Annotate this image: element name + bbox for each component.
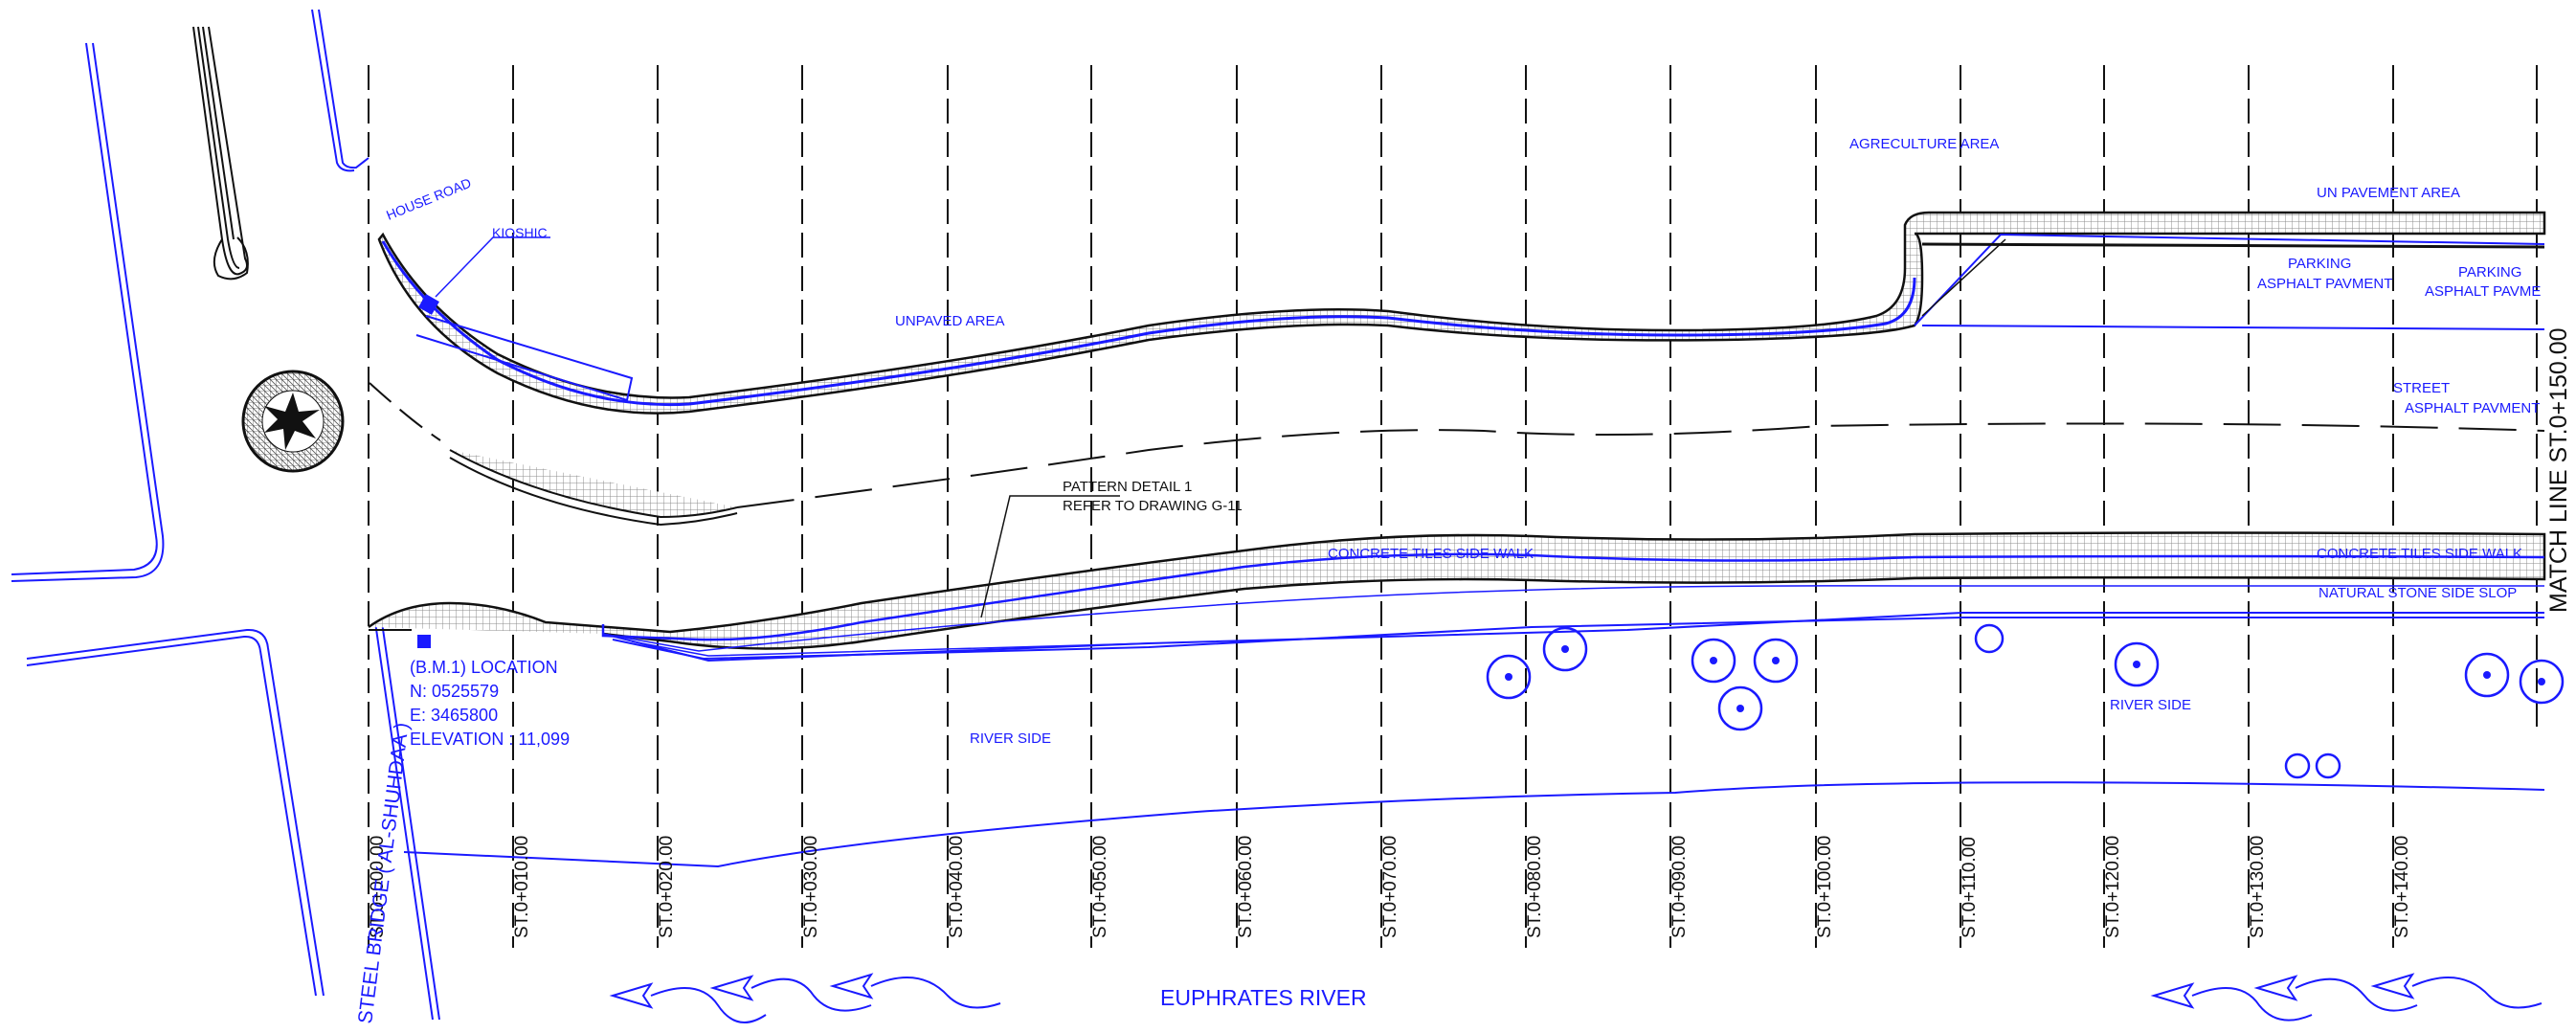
tree-circle [241,370,345,473]
river-side-label-1: RIVER SIDE [970,730,1051,747]
station-label: ST.0+090.00 [1669,836,1690,938]
tree-center-dot [1710,657,1717,664]
euphrates-river-label: EUPHRATES RIVER [1160,985,1367,1010]
tree-center-dot [2483,671,2491,679]
river-boundary [403,617,2545,868]
kiosk [415,236,634,402]
median-island [192,26,249,281]
tree-circle [1974,623,2005,654]
street-label-1: STREET [2393,380,2450,396]
trees [1486,623,2565,779]
tree-circle [1753,638,1799,684]
station-label: ST.0+000.00 [368,836,388,938]
benchmark-elevation-label: ELEVATION : 11,099 [410,730,570,749]
station-label: ST.0+080.00 [1525,836,1545,938]
station-label: ST.0+100.00 [1815,836,1835,938]
benchmark-north-label: N: 0525579 [410,682,499,701]
station-lines [368,65,2538,948]
river-flow-arrows [609,973,2542,1023]
tree-circle [2315,752,2341,779]
pattern-detail-label-2: REFER TO DRAWING G-11 [1063,498,1243,514]
tree-center-dot [1505,673,1512,681]
tree-circle [1691,638,1736,684]
tree-circle [1717,685,1763,731]
tree-circle [1542,626,1588,672]
kioshic-label: KIOSHIC [492,225,548,240]
agriculture-area-label: AGRECULTURE AREA [1849,136,1999,152]
tree-circle [1486,654,1532,700]
tree-center-dot [2538,678,2545,685]
parking-left-label-2: ASPHALT PAVMENT [2257,276,2392,292]
tree-circle [2464,652,2510,698]
station-label: ST.0+140.00 [2392,836,2412,938]
tree-center-dot [1772,657,1780,664]
benchmark-east-label: E: 3465800 [410,706,498,725]
pattern-detail-leader [980,495,1120,618]
upper-curb [377,211,2546,415]
unpaved-area-label: UNPAVED AREA [895,313,1004,329]
benchmark-location-label: (B.M.1) LOCATION [410,658,558,677]
tree-center-dot [1736,705,1744,712]
unpavement-area-label: UN PAVEMENT AREA [2317,185,2460,201]
station-label: ST.0+050.00 [1090,836,1110,938]
road-centerline [369,382,2545,527]
station-label: ST.0+040.00 [947,836,967,938]
station-label: ST.0+070.00 [1380,836,1400,938]
tree-center-dot [2133,661,2140,668]
tree-circle [2519,659,2565,705]
station-label: ST.0+130.00 [2248,836,2268,938]
station-label: ST.0+030.00 [801,836,821,938]
tree-circle [2284,752,2311,779]
river-side-label-2: RIVER SIDE [2110,697,2191,713]
street-label-2: ASPHALT PAVMENT [2405,400,2540,416]
station-label: ST.0+020.00 [657,836,677,938]
match-line-label: MATCH LINE ST.0+150.00 [2545,327,2572,613]
house-road-label: HOUSE ROAD [384,175,473,223]
parking-left-label-1: PARKING [2288,256,2351,272]
left-road-edges [11,9,440,1021]
tree-circle [2114,641,2160,687]
station-label: ST.0+120.00 [2103,836,2123,938]
parking-right-label-1: PARKING [2458,264,2521,281]
station-label: ST.0+010.00 [512,836,532,938]
parking-right-label-2: ASPHALT PAVME [2425,283,2541,300]
concrete-tiles-label-1: CONCRETE TILES SIDE WALK [1328,546,1534,562]
concrete-tiles-label-2: CONCRETE TILES SIDE WALK [2317,546,2522,562]
tree-center-dot [1561,645,1569,653]
pattern-detail-label-1: PATTERN DETAIL 1 [1063,479,1192,495]
benchmark-marker [417,635,431,648]
station-label: ST.0+110.00 [1960,837,1980,938]
steel-bridge-label: STEEL BRIDGE ( AL-SHUHDAA ) [354,722,413,1025]
station-labels: ST.0+000.00 ST.0+010.00 ST.0+020.00 ST.0+03… [368,836,2412,938]
natural-stone-label: NATURAL STONE SIDE SLOP [2318,585,2517,601]
station-label: ST.0+060.00 [1236,836,1256,938]
